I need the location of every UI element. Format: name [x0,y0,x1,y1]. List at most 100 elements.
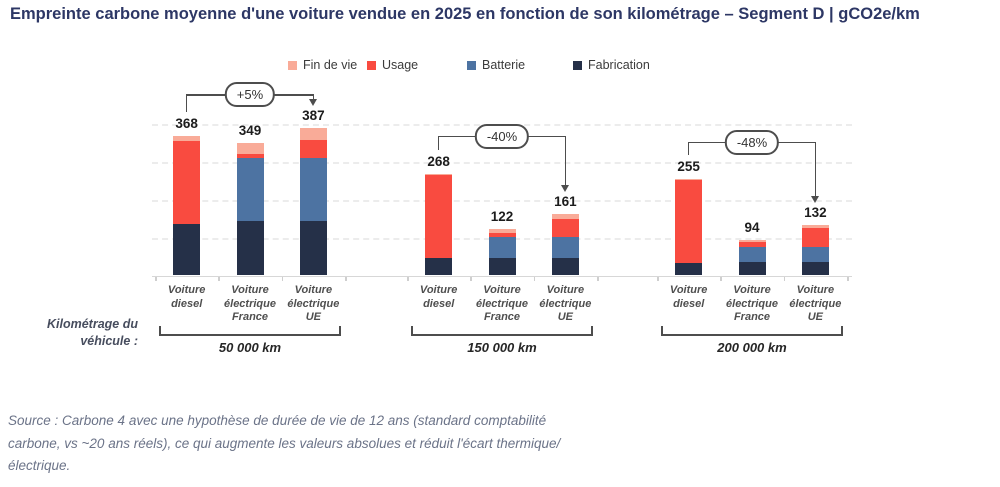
bar-value-label: 387 [302,108,325,124]
kilometrage-note-line1: Kilométrage du [47,317,138,331]
x-axis-tick [407,276,409,281]
bar-segment-usage [488,232,516,238]
annotation-arrowhead-icon [308,99,317,107]
bar-segment-fin_de_vie [488,229,516,233]
chart-title: Empreinte carbone moyenne d'une voiture … [10,5,920,23]
bar-segment-fabrication [299,220,327,276]
bar-category-line: UE [807,311,823,323]
bar-segment-fin_de_vie [173,135,201,141]
bar-value-label: 94 [744,219,760,235]
legend-item: Fabrication [573,58,650,72]
legend-swatch-icon [467,60,476,70]
source-note: Source : Carbone 4 avec une hypothèse de… [8,410,648,478]
bar-category-line: Voiture [419,284,458,296]
bar-segment-fabrication [236,220,264,276]
bar-segment-fin_de_vie [551,214,579,219]
bar-category-line: électrique [224,297,276,310]
group-bracket [661,326,843,336]
group-km-label: 50 000 km [218,340,282,355]
bar-segment-fabrication [801,262,829,276]
bar-segment-usage [173,140,201,224]
x-axis-tick [657,276,659,281]
bar-category-label: Voiture diesel [651,284,727,311]
bar-category-label: Voiture électrique UE [275,284,351,325]
bar-segment-fin_de_vie [425,173,453,176]
x-axis-tick [155,276,157,281]
bar-category-line: Voiture [167,284,206,296]
annotation-stub-origin [437,135,440,150]
x-axis-tick [218,276,220,281]
annotation-stub-origin [185,94,188,112]
bar-category-line: UE [305,311,321,323]
gridline-200 [152,199,852,202]
group-km-label: 200 000 km [717,340,787,355]
annotation-pill: +5% [224,82,276,107]
bar-segment-fin_de_vie [801,225,829,229]
annotation-stub-target [564,135,567,186]
bar-segment-batterie [299,158,327,221]
bar-category-line: France [231,311,269,323]
annotation-pill: -48% [724,129,780,155]
bar-value-label: 132 [804,205,827,221]
bar-segment-fin_de_vie [738,239,766,243]
annotation-arrowhead-icon [810,196,819,204]
bar-category-line: Voiture [294,284,333,296]
x-axis-tick [847,276,849,281]
bar-category-line: électrique [726,297,778,310]
bar-value-label: 268 [427,153,450,169]
bar-category-line: France [483,311,521,323]
bar-category-line: Voiture [733,284,771,296]
bar-segment-fabrication [738,262,766,276]
gridline-300 [152,161,852,164]
annotation-stub-origin [687,141,690,155]
bar-category-line: électrique [476,297,528,310]
bar-segment-fin_de_vie [299,128,327,140]
legend-swatch-icon [367,60,376,70]
bar-value-label: 122 [490,209,514,225]
x-axis-tick [533,276,536,281]
group-bracket [411,326,593,336]
bar-segment-fabrication [425,258,453,276]
bar-category-line: Voiture [483,284,521,296]
bar-segment-usage [675,179,703,263]
bar-segment-usage [236,153,264,159]
bar-segment-usage [425,175,453,259]
bar-category-line: diesel [171,297,203,310]
legend-item: Batterie [467,58,525,72]
bar-segment-usage [738,242,766,247]
bar-segment-batterie [236,158,264,221]
group-km-label: 150 000 km [467,340,537,355]
bar-segment-usage [299,139,327,159]
bar-segment-batterie [801,246,829,263]
bar-segment-fabrication [551,257,579,276]
bar-category-line: électrique [287,297,340,310]
bar-segment-fin_de_vie [675,178,703,180]
bar-category-label: Voiture électrique France [464,284,540,325]
legend-item: Usage [367,58,419,72]
source-line: Source : Carbone 4 avec une hypothèse de… [8,413,547,428]
bar-segment-fin_de_vie [236,142,264,154]
bar-segment-fabrication [488,257,516,276]
bar-category-line: diesel [423,297,455,310]
bar-segment-batterie [488,237,516,258]
bar-category-line: Voiture [231,284,269,296]
kilometrage-note: Kilométrage du véhicule : [14,316,138,350]
bar-segment-fabrication [675,262,703,276]
legend-item: Fin de vie [288,58,358,72]
bar-value-label: 161 [554,194,577,210]
bar-category-label: Voiture électrique UE [527,284,603,325]
x-axis-tick [783,276,786,281]
x-axis-tick [720,276,722,281]
bar-value-label: 349 [238,122,262,138]
legend-label: Fin de vie [303,58,358,72]
annotation-stub-target [814,141,817,197]
legend-label: Usage [382,58,419,72]
bar-segment-usage [551,218,579,238]
legend-swatch-icon [573,60,582,70]
bar-category-label: Voiture diesel [149,284,225,311]
x-axis-tick [281,276,284,281]
bar-category-line: électrique [539,297,592,310]
bar-category-line: Voiture [546,284,585,296]
source-line: carbone, vs ~20 ans réels), ce qui augme… [8,435,561,451]
annotation-arrowhead-icon [560,185,569,193]
